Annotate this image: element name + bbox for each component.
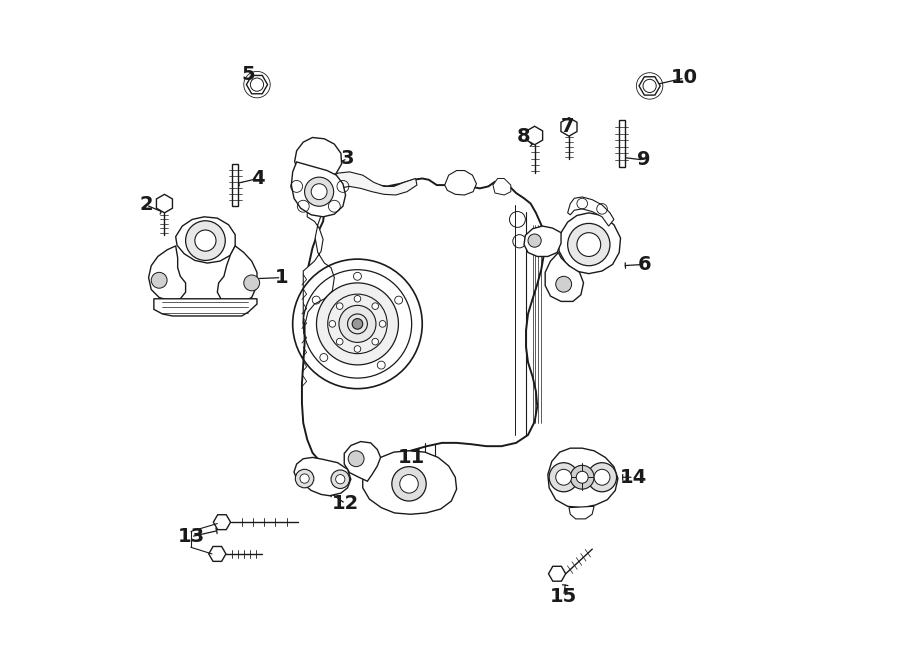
Polygon shape <box>568 197 614 226</box>
Polygon shape <box>302 175 544 469</box>
Polygon shape <box>548 566 566 581</box>
Circle shape <box>311 184 327 200</box>
Polygon shape <box>526 126 543 145</box>
Polygon shape <box>324 172 417 198</box>
Text: 4: 4 <box>251 169 266 188</box>
Polygon shape <box>154 299 257 316</box>
Text: 7: 7 <box>561 118 574 136</box>
Polygon shape <box>639 77 661 95</box>
Circle shape <box>295 469 314 488</box>
Polygon shape <box>303 202 334 324</box>
Polygon shape <box>569 506 594 519</box>
Text: 12: 12 <box>332 494 359 513</box>
Circle shape <box>594 469 610 485</box>
Text: 8: 8 <box>518 128 531 146</box>
Text: 10: 10 <box>671 69 698 87</box>
Polygon shape <box>344 442 381 481</box>
Polygon shape <box>618 120 626 167</box>
Polygon shape <box>157 194 173 213</box>
Text: 11: 11 <box>398 448 426 467</box>
Text: 2: 2 <box>140 196 153 214</box>
Circle shape <box>300 474 310 483</box>
Circle shape <box>372 303 379 309</box>
Text: 14: 14 <box>620 468 647 486</box>
Circle shape <box>250 78 264 91</box>
Polygon shape <box>545 253 583 301</box>
Circle shape <box>339 305 376 342</box>
Polygon shape <box>247 75 267 94</box>
Circle shape <box>336 475 345 484</box>
Circle shape <box>348 451 364 467</box>
Circle shape <box>337 338 343 345</box>
Polygon shape <box>294 457 351 496</box>
Circle shape <box>372 338 379 345</box>
Polygon shape <box>217 246 257 304</box>
Polygon shape <box>232 164 239 206</box>
Polygon shape <box>558 213 620 274</box>
Polygon shape <box>561 118 577 136</box>
Circle shape <box>337 303 343 309</box>
Circle shape <box>195 230 216 251</box>
Text: 5: 5 <box>241 65 256 83</box>
Circle shape <box>379 321 386 327</box>
Polygon shape <box>176 217 235 263</box>
Circle shape <box>355 346 361 352</box>
Text: 3: 3 <box>341 149 355 168</box>
Text: 1: 1 <box>274 268 288 287</box>
Circle shape <box>556 276 572 292</box>
Circle shape <box>571 465 594 489</box>
Circle shape <box>549 463 578 492</box>
Polygon shape <box>292 162 346 217</box>
Circle shape <box>528 234 541 247</box>
Polygon shape <box>493 178 511 195</box>
Circle shape <box>556 469 572 485</box>
Text: 15: 15 <box>550 587 577 605</box>
Circle shape <box>392 467 427 501</box>
Text: 9: 9 <box>637 151 651 169</box>
Polygon shape <box>294 137 342 182</box>
Circle shape <box>304 177 334 206</box>
Circle shape <box>185 221 225 260</box>
Polygon shape <box>548 448 618 508</box>
Polygon shape <box>209 547 226 561</box>
Circle shape <box>317 283 399 365</box>
Circle shape <box>352 319 363 329</box>
Polygon shape <box>445 171 476 195</box>
Text: 13: 13 <box>177 527 204 546</box>
Circle shape <box>568 223 610 266</box>
Polygon shape <box>213 515 230 529</box>
Polygon shape <box>524 226 561 256</box>
Circle shape <box>576 471 588 483</box>
Circle shape <box>331 470 349 488</box>
Circle shape <box>151 272 167 288</box>
Circle shape <box>329 321 336 327</box>
Polygon shape <box>148 246 185 301</box>
Circle shape <box>643 79 656 93</box>
Circle shape <box>400 475 419 493</box>
Circle shape <box>355 295 361 302</box>
Circle shape <box>577 233 600 256</box>
Circle shape <box>244 275 259 291</box>
Polygon shape <box>363 451 456 514</box>
Circle shape <box>588 463 617 492</box>
Text: 6: 6 <box>638 255 652 274</box>
